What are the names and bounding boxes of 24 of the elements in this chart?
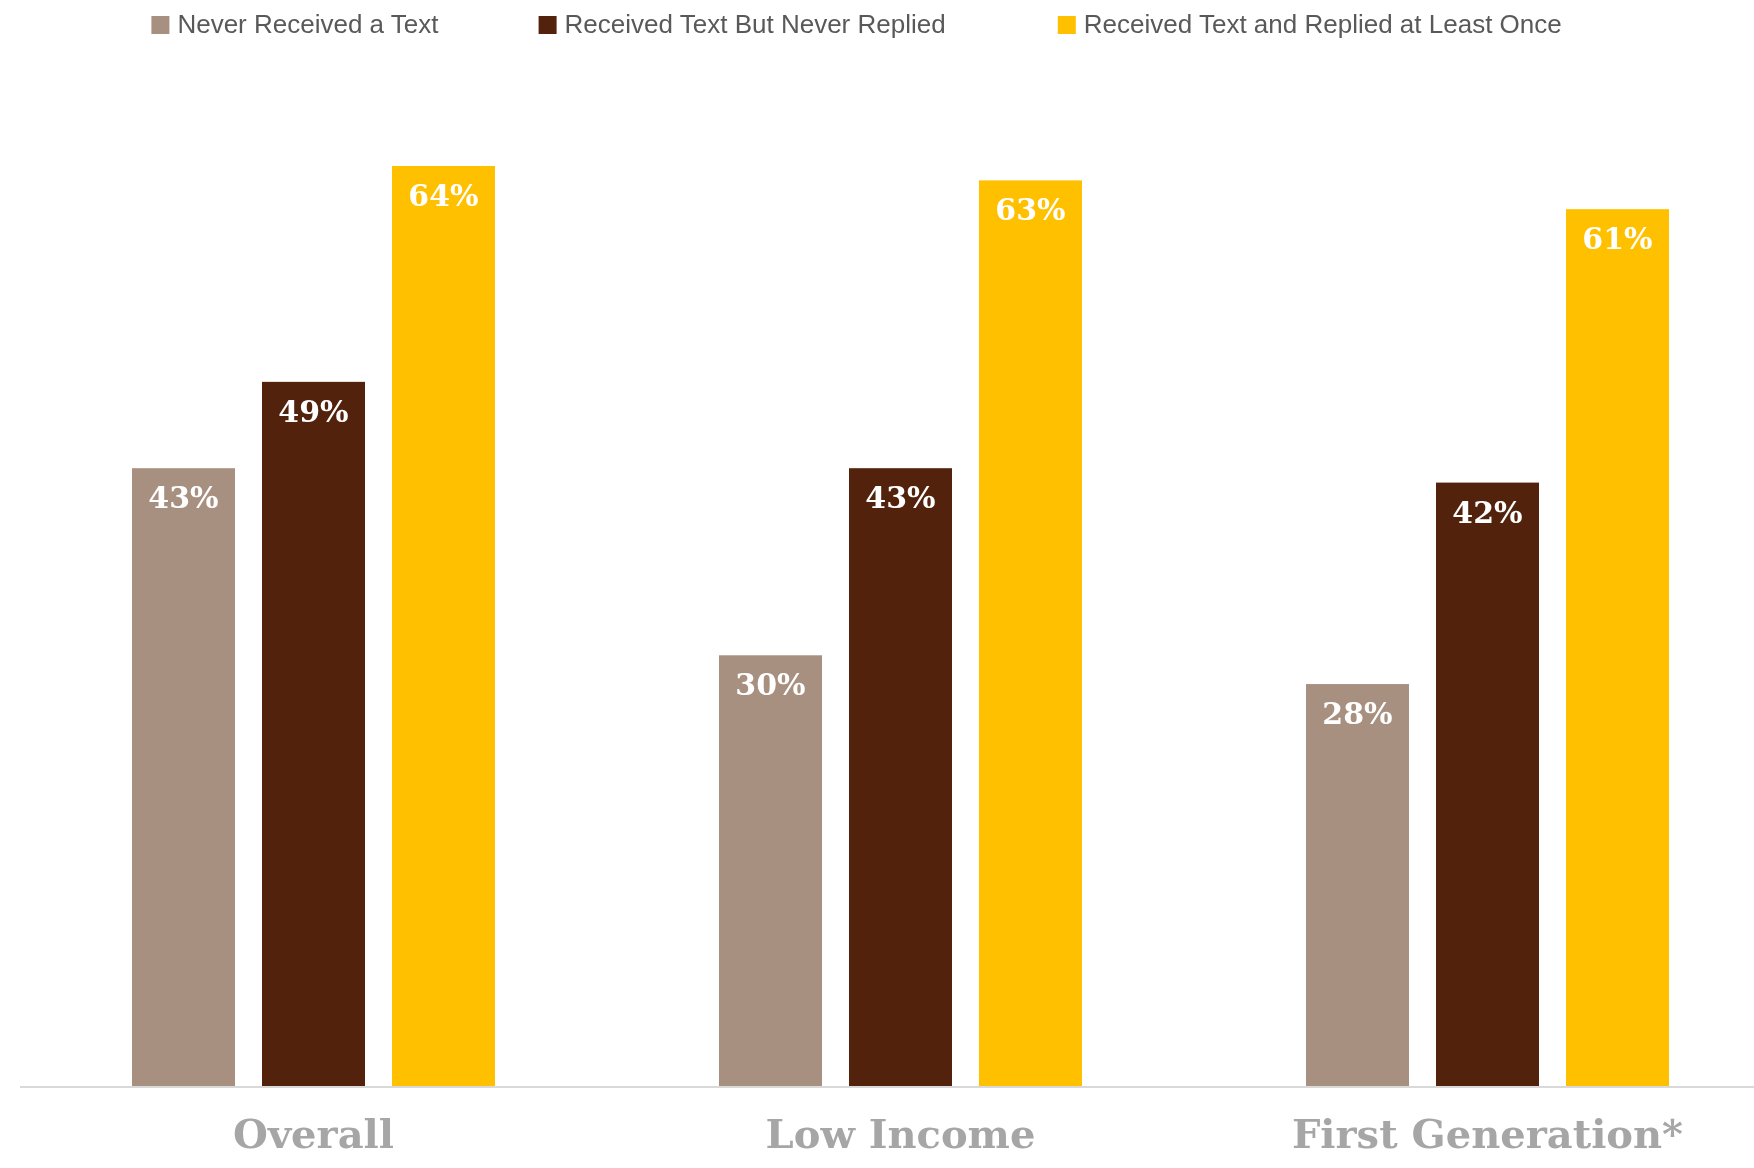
data-label: 28% bbox=[1322, 696, 1393, 732]
bar bbox=[979, 180, 1082, 1087]
bar bbox=[719, 655, 822, 1087]
x-tick-label: First Generation* bbox=[1291, 1110, 1684, 1157]
x-tick-label: Overall bbox=[233, 1110, 394, 1157]
data-label: 30% bbox=[735, 667, 806, 703]
bar bbox=[262, 381, 365, 1087]
data-label: 64% bbox=[408, 178, 479, 213]
bar bbox=[1306, 684, 1409, 1087]
legend-label: Received Text and Replied at Least Once bbox=[1083, 9, 1562, 39]
data-label: 49% bbox=[278, 393, 349, 429]
bar bbox=[132, 468, 235, 1087]
data-label: 42% bbox=[1452, 494, 1523, 530]
x-tick-label: Low Income bbox=[765, 1110, 1036, 1157]
bar bbox=[1566, 209, 1669, 1087]
bar bbox=[1436, 482, 1539, 1087]
legend-label: Received Text But Never Replied bbox=[564, 9, 946, 39]
data-label: 43% bbox=[148, 480, 219, 516]
data-label: 61% bbox=[1582, 221, 1653, 257]
data-label: 63% bbox=[995, 192, 1066, 228]
data-label: 43% bbox=[865, 480, 936, 516]
bar bbox=[849, 468, 952, 1087]
legend-label: Never Received a Text bbox=[177, 9, 440, 39]
bar bbox=[392, 166, 495, 1087]
